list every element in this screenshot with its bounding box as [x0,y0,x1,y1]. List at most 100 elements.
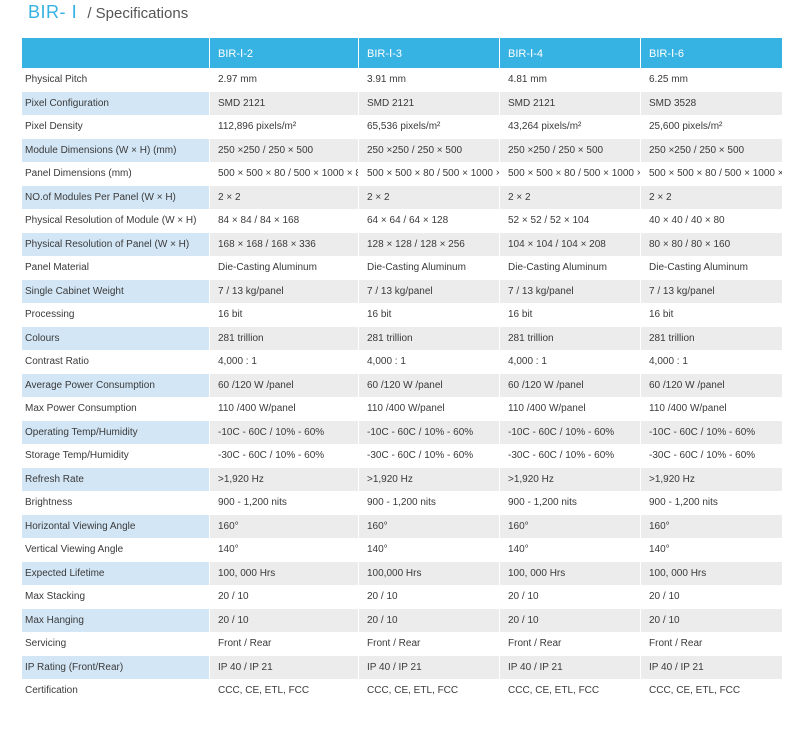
table-row: Single Cabinet Weight 7 / 13 kg/panel 7 / … [22,279,782,303]
spec-label: Refresh Rate [22,467,209,491]
spec-value: 65,536 pixels/m² [358,115,499,139]
spec-value: CCC, CE, ETL, FCC [209,679,358,703]
spec-value: 112,896 pixels/m² [209,115,358,139]
spec-value: 160° [499,514,640,538]
spec-value: 2.97 mm [209,68,358,92]
spec-value: 16 bit [358,303,499,327]
spec-value: CCC, CE, ETL, FCC [640,679,782,703]
spec-label: Contrast Ratio [25,356,89,368]
spec-value: 110 /400 W/panel [358,397,499,421]
spec-value: 20 / 10 [209,608,358,632]
spec-value: 281 trillion [499,326,640,350]
page-header: BIR- Ⅰ / Specifications [28,2,188,24]
spec-value: SMD 2121 [358,91,499,115]
spec-value: 500 × 500 × 80 / 500 × 1000 × 80 [358,162,499,186]
spec-value: 40 × 40 / 40 × 80 [640,209,782,233]
spec-value: 60 /120 W /panel [640,373,782,397]
spec-value: -10C - 60C / 10% - 60% [358,420,499,444]
spec-value: 168 × 168 / 168 × 336 [209,232,358,256]
spec-label: Average Power Consumption [22,373,209,397]
table-row: Horizontal Viewing Angle 160° 160° 160° 160° [22,514,782,538]
spec-value: 60 /120 W /panel [209,373,358,397]
spec-value: 900 - 1,200 nits [640,491,782,515]
page-subtitle: / Specifications [87,5,189,22]
spec-value: 7 / 13 kg/panel [358,279,499,303]
table-row: Max Stacking 20 / 10 20 / 10 20 / 10 20 / 10 [22,585,782,609]
spec-label: Physical Resolution of Module (W × H) [25,215,197,227]
spec-value: 100,000 Hrs [358,561,499,585]
table-row: Max Power Consumption 110 /400 W/panel 110… [22,397,782,421]
spec-value: -10C - 60C / 10% - 60% [209,420,358,444]
spec-label: Max Power Consumption [25,403,137,415]
spec-value: 20 / 10 [640,585,782,609]
spec-value: Die-Casting Aluminum [358,256,499,280]
spec-value: 20 / 10 [358,585,499,609]
table-row: Certification CCC, CE, ETL, FCC CCC, CE, E… [22,679,782,703]
spec-value: 84 × 84 / 84 × 168 [209,209,358,233]
spec-value: -30C - 60C / 10% - 60% [499,444,640,468]
spec-value: 2 × 2 [640,185,782,209]
spec-label: NO.of Modules Per Panel (W × H) [22,185,209,209]
table-row: Contrast Ratio 4,000 : 1 4,000 : 1 4,000 : … [22,350,782,374]
spec-label: Colours [22,326,209,350]
spec-value: 52 × 52 / 52 × 104 [499,209,640,233]
spec-value: Front / Rear [499,632,640,656]
spec-value: 4,000 : 1 [499,350,640,374]
spec-value: 60 /120 W /panel [358,373,499,397]
column-header-model: BIR-Ⅰ-6 [640,38,782,68]
table-row: IP Rating (Front/Rear) IP 40 / IP 21 IP 40… [22,655,782,679]
spec-label: Module Dimensions (W × H) (mm) [22,138,209,162]
spec-value: SMD 3528 [640,91,782,115]
spec-value: SMD 2121 [209,91,358,115]
spec-value: 7 / 13 kg/panel [640,279,782,303]
spec-value: -30C - 60C / 10% - 60% [640,444,782,468]
spec-value: 160° [358,514,499,538]
spec-value: 2 × 2 [358,185,499,209]
table-row: Physical Resolution of Panel (W × H) 168 … [22,232,782,256]
spec-value: 250 ×250 / 250 × 500 [209,138,358,162]
spec-value: CCC, CE, ETL, FCC [358,679,499,703]
table-row: Storage Temp/Humidity -30C - 60C / 10% - … [22,444,782,468]
spec-value: 100, 000 Hrs [499,561,640,585]
spec-value: IP 40 / IP 21 [499,655,640,679]
spec-label: Max Stacking [25,591,86,603]
table-row: Panel Dimensions (mm) 500 × 500 × 80 / 50… [22,162,782,186]
spec-value: IP 40 / IP 21 [358,655,499,679]
column-header-blank [22,38,209,68]
spec-value: Front / Rear [640,632,782,656]
spec-value: Die-Casting Aluminum [499,256,640,280]
table-row: Pixel Density 112,896 pixels/m² 65,536 pix… [22,115,782,139]
spec-value: 60 /120 W /panel [499,373,640,397]
spec-value: >1,920 Hz [209,467,358,491]
spec-label: Panel Material [25,262,89,274]
spec-value: 80 × 80 / 80 × 160 [640,232,782,256]
table-row: Servicing Front / Rear Front / Rear Front /… [22,632,782,656]
spec-value: 4,000 : 1 [640,350,782,374]
spec-value: 250 ×250 / 250 × 500 [499,138,640,162]
spec-value: 110 /400 W/panel [209,397,358,421]
spec-value: 250 ×250 / 250 × 500 [640,138,782,162]
spec-value: 4.81 mm [499,68,640,92]
spec-label: Operating Temp/Humidity [22,420,209,444]
table-row: Physical Pitch 2.97 mm 3.91 mm 4.81 mm 6.25 … [22,68,782,92]
spec-value: -30C - 60C / 10% - 60% [358,444,499,468]
spec-value: 20 / 10 [499,585,640,609]
table-row: Panel Material Die-Casting Aluminum Die-Ca… [22,256,782,280]
spec-value: 110 /400 W/panel [499,397,640,421]
spec-value: -10C - 60C / 10% - 60% [640,420,782,444]
spec-value: Front / Rear [209,632,358,656]
spec-value: 16 bit [640,303,782,327]
spec-value: 281 trillion [358,326,499,350]
specifications-table: BIR-Ⅰ-2 BIR-Ⅰ-3 BIR-Ⅰ-4 BIR-Ⅰ-6 Physical… [22,38,782,703]
spec-value: SMD 2121 [499,91,640,115]
spec-value: 7 / 13 kg/panel [499,279,640,303]
spec-value: 20 / 10 [358,608,499,632]
table-row: Physical Resolution of Module (W × H) 84 … [22,209,782,233]
spec-value: 2 × 2 [209,185,358,209]
spec-value: -30C - 60C / 10% - 60% [209,444,358,468]
spec-value: 140° [640,538,782,562]
spec-value: 4,000 : 1 [209,350,358,374]
column-header-model: BIR-Ⅰ-4 [499,38,640,68]
table-row: Refresh Rate >1,920 Hz >1,920 Hz >1,920 Hz >… [22,467,782,491]
column-header-model: BIR-Ⅰ-3 [358,38,499,68]
